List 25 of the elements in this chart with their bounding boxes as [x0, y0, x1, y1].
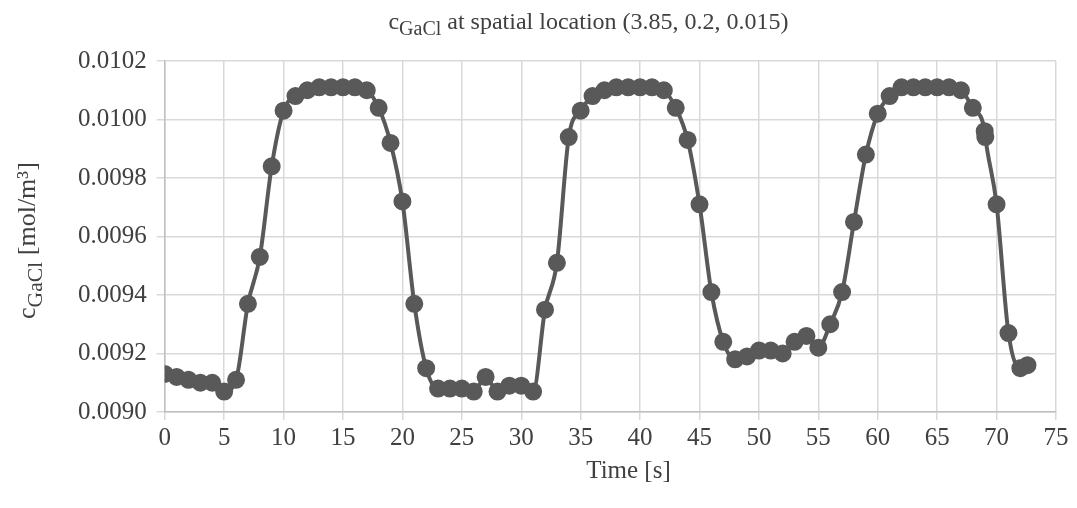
- x-tick-label: 25: [449, 422, 475, 450]
- x-tick-label: 60: [865, 422, 891, 450]
- x-tick-label: 15: [330, 422, 356, 450]
- x-tick-label: 55: [805, 422, 831, 450]
- chart-title: c$_{GaCl}$ at spatial location (3.85, 0.2, 0.015): [387, 8, 790, 40]
- y-tick-label: 0.0100: [78, 104, 147, 132]
- x-tick-label: 65: [924, 422, 950, 450]
- y-tick-label: 0.0096: [78, 221, 147, 249]
- y-tick-label: 0.0098: [78, 162, 147, 190]
- x-tick-label: 35: [568, 422, 594, 450]
- x-tick-label: 20: [389, 422, 415, 450]
- x-tick-label: 0: [158, 422, 171, 450]
- x-axis-title: Time [s]: [585, 456, 672, 484]
- y-tick-label: 0.0102: [78, 45, 147, 73]
- x-tick-label: 50: [746, 422, 772, 450]
- x-tick-label: 70: [984, 422, 1010, 450]
- x-tick-label: 10: [271, 422, 297, 450]
- x-tick-label: 75: [1043, 422, 1069, 450]
- x-tick-label: 5: [217, 422, 231, 450]
- x-tick-label: 45: [687, 422, 712, 450]
- x-tick-label: 40: [627, 422, 653, 450]
- y-tick-label: 0.0090: [78, 396, 147, 424]
- y-tick-label: 0.0092: [78, 338, 147, 366]
- x-tick-label: 30: [508, 422, 534, 450]
- y-tick-label: 0.0094: [78, 279, 148, 307]
